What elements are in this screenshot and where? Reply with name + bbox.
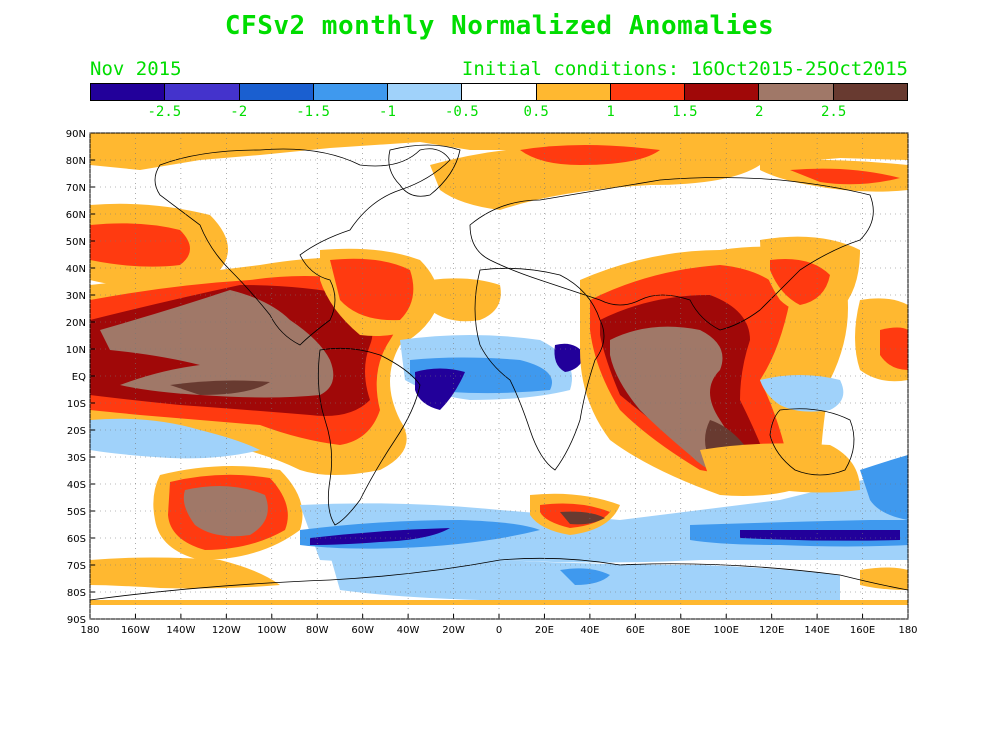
lat-tick-label: 90S bbox=[67, 615, 86, 626]
color-scale-bar bbox=[90, 83, 908, 101]
east-africa-navy bbox=[554, 343, 585, 372]
colorbar-label: -0.5 bbox=[444, 104, 479, 120]
antarctic-orange-west bbox=[90, 557, 280, 589]
lat-tick-label: 10S bbox=[67, 399, 86, 410]
lat-tick-label: 90N bbox=[66, 129, 86, 140]
lat-tick-label: 60S bbox=[67, 534, 86, 545]
colorbar-segment bbox=[536, 84, 611, 100]
maritime-lightblue bbox=[760, 375, 844, 412]
colorbar-segment bbox=[388, 84, 463, 100]
lat-tick-label: 40S bbox=[67, 480, 86, 491]
southern-lightblue-west bbox=[90, 418, 260, 459]
lon-tick-label: 160E bbox=[850, 625, 875, 636]
lon-tick-label: 140E bbox=[804, 625, 829, 636]
south-indian-orange bbox=[700, 443, 860, 493]
coast-greenland bbox=[388, 144, 461, 197]
coast-europe-asia bbox=[469, 177, 874, 331]
lat-tick-label: EQ bbox=[72, 372, 86, 383]
colorbar-segment bbox=[462, 84, 537, 100]
lat-tick-label: 40N bbox=[66, 264, 86, 275]
polar-cap bbox=[90, 605, 908, 619]
north-atlantic-red bbox=[330, 258, 414, 321]
coast-north-america bbox=[154, 148, 451, 346]
lat-tick-label: 50S bbox=[67, 507, 86, 518]
antarctic-orange-east bbox=[860, 567, 908, 590]
lat-tick-label: 50N bbox=[66, 237, 86, 248]
lon-tick-label: 160W bbox=[121, 625, 150, 636]
lon-tick-label: 20E bbox=[535, 625, 554, 636]
colorbar-segment bbox=[685, 84, 760, 100]
colorbar-segment bbox=[610, 84, 686, 100]
lon-tick-label: 80W bbox=[306, 625, 329, 636]
map-title: CFSv2 monthly Normalized Anomalies bbox=[224, 11, 775, 41]
lon-tick-label: 40W bbox=[397, 625, 420, 636]
arctic-warm-band bbox=[90, 133, 908, 170]
coast-australia bbox=[769, 408, 855, 476]
colorbar-label: -1.5 bbox=[296, 104, 330, 120]
pacific-tropical-darkbrown bbox=[170, 380, 270, 395]
southern-blue-far-east bbox=[860, 455, 908, 520]
lon-tick-label: 60E bbox=[626, 625, 645, 636]
lon-tick-label: 180 bbox=[898, 625, 917, 636]
lon-tick-label: 100E bbox=[714, 625, 739, 636]
lat-tick-label: 80N bbox=[66, 156, 86, 167]
pacific-tropical-brown bbox=[100, 290, 334, 398]
lon-tick-label: 120E bbox=[759, 625, 784, 636]
coast-africa bbox=[474, 267, 605, 471]
coast-antarctica bbox=[90, 557, 908, 601]
colorbar-label: 1.5 bbox=[672, 104, 698, 120]
lat-tick-label: 70S bbox=[67, 561, 86, 572]
lon-tick-label: 180 bbox=[80, 625, 99, 636]
colorbar-label: 2.5 bbox=[820, 104, 847, 120]
lon-tick-label: 40E bbox=[580, 625, 599, 636]
coast-south-america bbox=[317, 347, 421, 526]
lon-tick-label: 60W bbox=[351, 625, 374, 636]
siberia-warm bbox=[430, 146, 760, 210]
lon-tick-label: 120W bbox=[212, 625, 241, 636]
colorbar-segment bbox=[239, 84, 314, 100]
eq-atlantic-navy bbox=[415, 368, 465, 410]
east-pacific-red-right bbox=[880, 327, 908, 370]
lon-tick-label: 140W bbox=[166, 625, 195, 636]
colorbar-label: -2 bbox=[230, 104, 248, 120]
colorbar-label: 2 bbox=[755, 104, 764, 120]
coastlines bbox=[90, 144, 908, 601]
colorbar-label: -2.5 bbox=[147, 104, 182, 120]
antarctic-blue-spot bbox=[560, 568, 610, 585]
lat-tick-label: 10N bbox=[66, 345, 86, 356]
lat-tick-label: 20N bbox=[66, 318, 86, 329]
forecast-month: Nov 2015 bbox=[90, 58, 182, 80]
colorbar-label: 1 bbox=[606, 104, 615, 120]
colorbar-segment bbox=[833, 84, 907, 100]
lat-tick-label: 30S bbox=[67, 453, 86, 464]
lon-tick-label: 0 bbox=[496, 625, 502, 636]
color-scale-labels: -2.5 -2 -1.5 -1 -0.5 0.5 1 1.5 2 2.5 bbox=[0, 104, 999, 122]
colorbar-segment bbox=[91, 84, 166, 100]
lat-tick-label: 80S bbox=[67, 588, 86, 599]
north-pacific-red bbox=[90, 223, 190, 267]
arctic-east-red bbox=[790, 168, 900, 185]
colorbar-label: 0.5 bbox=[523, 104, 549, 120]
colorbar-segment bbox=[759, 84, 834, 100]
lat-tick-label: 60N bbox=[66, 210, 86, 221]
lon-tick-label: 100W bbox=[257, 625, 286, 636]
lat-tick-label: 30N bbox=[66, 291, 86, 302]
lat-tick-label: 70N bbox=[66, 183, 86, 194]
colorbar-segment bbox=[165, 84, 240, 100]
colorbar-segment bbox=[313, 84, 389, 100]
colorbar-label: -1 bbox=[379, 104, 396, 120]
axis-ticks: 90N 80N 70N 60N 50N 40N 30N 20N 10N EQ 10S 20S 30S 40… bbox=[66, 129, 918, 636]
mid-atlantic-orange bbox=[430, 278, 501, 322]
southern-navy-band bbox=[310, 528, 450, 545]
initial-conditions: Initial conditions: 16Oct2015-25Oct2015 bbox=[461, 58, 908, 80]
lat-tick-label: 20S bbox=[67, 426, 86, 437]
west-pacific-red bbox=[770, 259, 830, 305]
lon-tick-label: 80E bbox=[671, 625, 690, 636]
lon-tick-label: 20W bbox=[442, 625, 465, 636]
south-atlantic-brown bbox=[560, 511, 605, 525]
